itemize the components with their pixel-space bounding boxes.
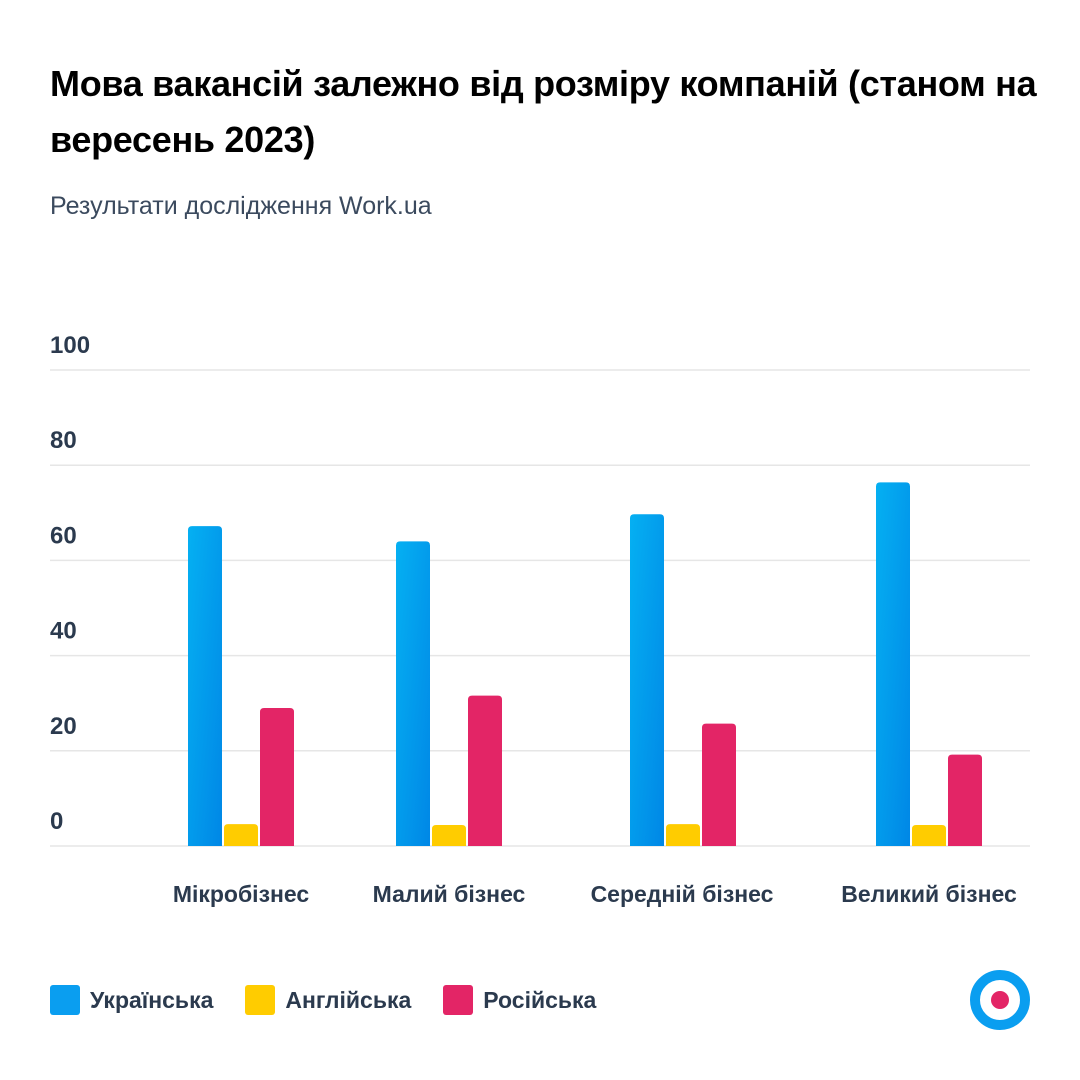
legend-swatch-english	[245, 985, 276, 1015]
legend: Українська Англійська Російська	[50, 985, 628, 1015]
bar-russian-1[interactable]	[468, 695, 502, 846]
legend-item-ukrainian[interactable]: Українська	[50, 985, 213, 1015]
x-tick-label: Середній бізнес	[591, 881, 774, 907]
legend-swatch-ukrainian	[50, 985, 80, 1015]
legend-item-english[interactable]: Англійська	[245, 985, 411, 1015]
legend-label-ukrainian: Українська	[90, 986, 214, 1013]
bars	[188, 482, 982, 846]
x-tick-label: Малий бізнес	[373, 881, 526, 907]
bar-english-0[interactable]	[224, 824, 258, 846]
bar-ukrainian-1[interactable]	[396, 541, 430, 846]
chart-subtitle: Результати дослідження Work.ua	[50, 192, 432, 220]
bar-russian-0[interactable]	[260, 707, 294, 846]
y-tick-label: 80	[50, 427, 77, 454]
y-tick-label: 60	[50, 522, 77, 549]
y-axis-ticks: 0 20 40 60 80 100	[50, 332, 90, 835]
legend-swatch-russian	[443, 985, 474, 1015]
bar-ukrainian-3[interactable]	[876, 482, 910, 846]
bar-chart: 0 20 40 60 80 100 Мікробізнес Малий бізнес Сере…	[50, 332, 1030, 907]
y-tick-label: 100	[50, 332, 90, 359]
legend-item-russian[interactable]: Російська	[443, 985, 596, 1015]
y-tick-label: 0	[50, 808, 63, 835]
y-tick-label: 20	[50, 713, 77, 740]
bar-english-2[interactable]	[666, 824, 700, 846]
x-axis-ticks: Мікробізнес Малий бізнес Середній бізнес Ве…	[173, 881, 1017, 907]
bar-ukrainian-2[interactable]	[630, 514, 664, 846]
logo-dot	[991, 991, 1009, 1009]
bar-ukrainian-0[interactable]	[188, 526, 222, 846]
work-ua-logo-icon	[970, 970, 1030, 1030]
bar-russian-2[interactable]	[702, 723, 736, 846]
x-tick-label: Великий бізнес	[841, 881, 1017, 907]
y-tick-label: 40	[50, 618, 77, 645]
bar-english-3[interactable]	[912, 825, 946, 846]
bar-russian-3[interactable]	[948, 754, 982, 846]
legend-label-english: Англійська	[285, 986, 412, 1013]
bar-english-1[interactable]	[432, 825, 466, 846]
legend-label-russian: Російська	[483, 986, 597, 1013]
x-tick-label: Мікробізнес	[173, 881, 310, 907]
logo-ring	[970, 970, 1030, 1030]
chart-title: Мова вакансій залежно від розміру компан…	[50, 63, 1037, 160]
